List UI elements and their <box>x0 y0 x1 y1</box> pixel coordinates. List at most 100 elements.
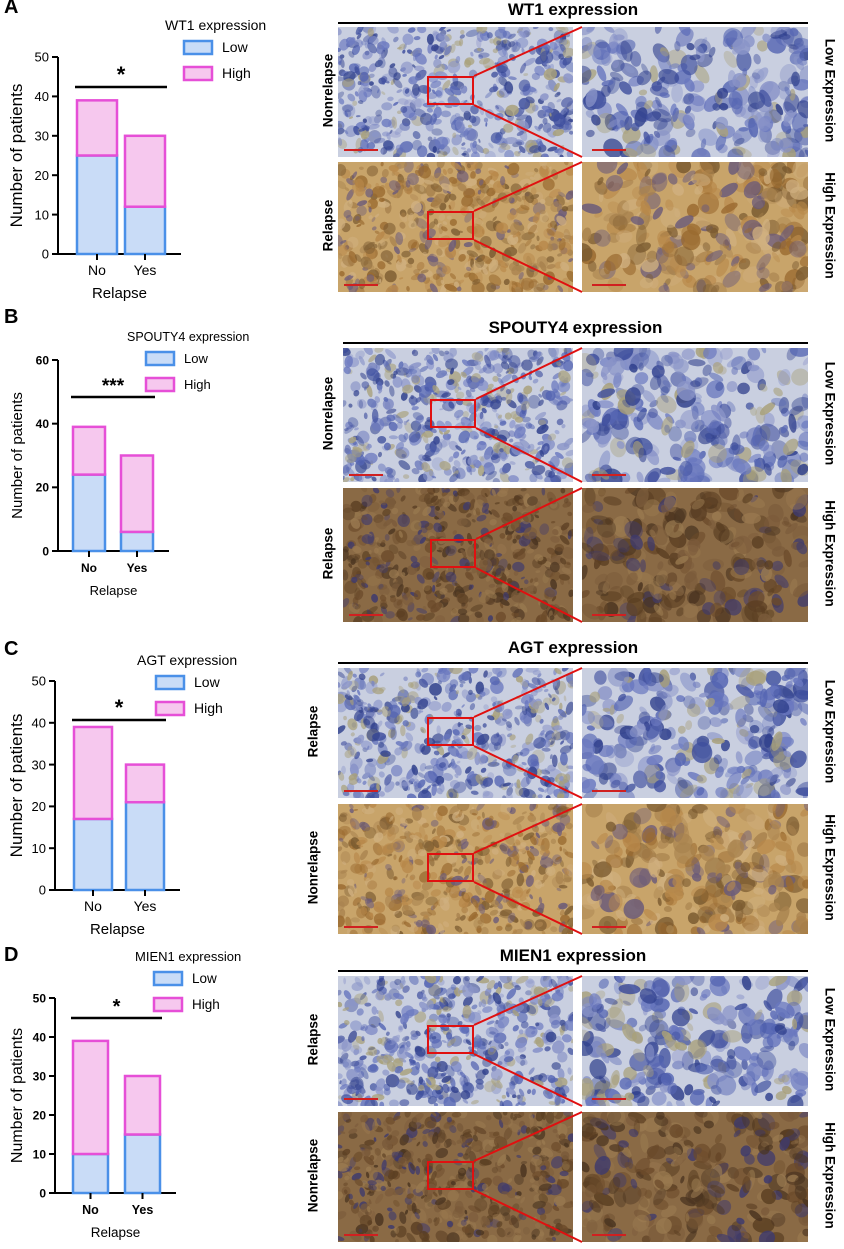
cell <box>404 99 416 110</box>
cell <box>369 804 377 808</box>
cell <box>543 227 556 240</box>
cell <box>465 902 469 908</box>
cell <box>494 869 506 876</box>
cell <box>366 384 373 398</box>
cell <box>622 832 641 852</box>
x-axis-label: Relapse <box>90 583 138 598</box>
cell <box>779 784 792 795</box>
cell <box>435 370 448 379</box>
cell <box>793 677 804 687</box>
cell <box>757 769 774 785</box>
cell <box>394 747 403 756</box>
cell <box>384 887 394 897</box>
cell <box>711 737 725 744</box>
cell <box>637 508 645 520</box>
cell <box>457 593 469 605</box>
cell <box>349 804 354 809</box>
cell <box>396 186 403 199</box>
cell <box>677 777 688 789</box>
cell <box>636 143 657 157</box>
cell <box>410 681 419 690</box>
cell <box>691 148 711 157</box>
cell <box>748 669 767 685</box>
cell <box>532 27 539 30</box>
cell <box>422 506 432 516</box>
cell <box>696 787 705 796</box>
cell <box>356 33 362 40</box>
cell <box>469 703 476 711</box>
cell <box>414 858 424 866</box>
cell <box>360 488 368 493</box>
cell <box>751 832 768 850</box>
cell <box>356 734 365 745</box>
cell <box>338 915 345 928</box>
scale-bar <box>349 614 383 616</box>
cell <box>626 557 641 572</box>
cell <box>664 572 678 587</box>
cell <box>713 754 722 765</box>
cell <box>456 709 459 715</box>
cell <box>365 446 370 450</box>
cell <box>679 784 698 798</box>
cell <box>417 849 427 857</box>
cell <box>468 597 473 603</box>
cell <box>429 440 443 453</box>
cell <box>696 927 706 934</box>
cell <box>619 119 626 128</box>
cell <box>407 848 417 860</box>
cell <box>551 521 556 524</box>
cell <box>466 532 473 545</box>
cell <box>437 222 443 229</box>
cell <box>391 838 405 852</box>
cell <box>505 856 512 867</box>
cell <box>685 579 691 589</box>
cell <box>640 559 646 573</box>
cell <box>401 920 407 925</box>
cell <box>681 348 696 360</box>
cell <box>631 917 643 925</box>
cell <box>388 421 398 432</box>
cell <box>509 438 514 443</box>
cell <box>567 1047 573 1055</box>
cell <box>363 412 368 420</box>
x-axis-label: Relapse <box>91 1225 141 1240</box>
cell <box>660 393 669 403</box>
cell <box>532 737 542 745</box>
cell <box>488 583 496 588</box>
cell <box>351 553 356 558</box>
cell <box>357 689 361 696</box>
cell <box>693 888 709 905</box>
cell <box>338 814 347 822</box>
cell <box>388 435 399 440</box>
cell <box>785 848 795 866</box>
cell <box>758 168 768 177</box>
cell <box>396 584 404 597</box>
y-tick-label: 50 <box>35 50 49 65</box>
cell <box>415 671 422 678</box>
cell <box>759 688 768 708</box>
cell <box>410 241 418 249</box>
cell <box>386 842 398 850</box>
cell <box>378 563 389 574</box>
cell <box>364 863 377 874</box>
cell <box>346 189 354 201</box>
cell <box>771 731 783 752</box>
cell <box>465 779 473 790</box>
cell <box>354 39 363 49</box>
cell <box>362 747 368 753</box>
cell <box>692 277 713 292</box>
cell <box>482 363 495 374</box>
cell <box>446 29 451 32</box>
cell <box>437 438 448 449</box>
micrograph-title: SPOUTY4 expression <box>488 318 663 337</box>
cell <box>651 81 663 92</box>
cell <box>489 519 497 526</box>
cell <box>471 519 476 523</box>
cell <box>379 279 382 284</box>
cell <box>387 287 392 292</box>
cell <box>430 889 441 897</box>
micrograph-top-zoom <box>582 348 808 482</box>
cell <box>389 129 393 134</box>
cell <box>428 855 435 867</box>
